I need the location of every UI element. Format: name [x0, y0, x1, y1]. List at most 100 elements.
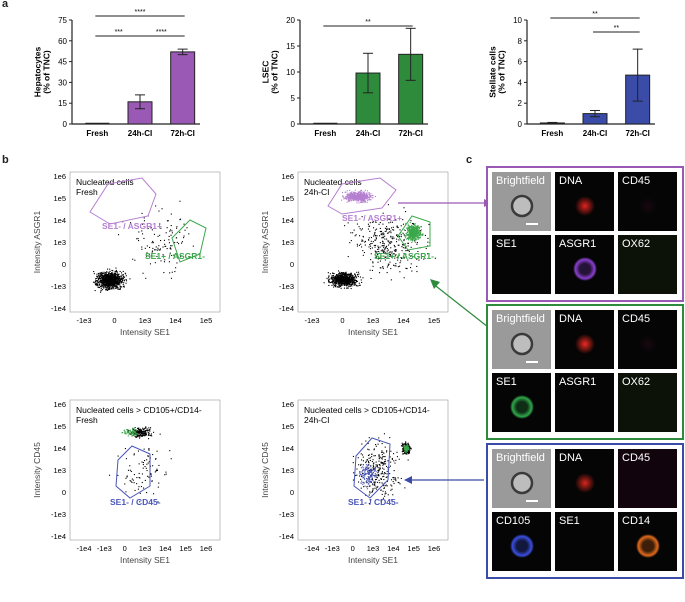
image-tile: Brightfield [492, 310, 551, 369]
image-tile: OX62 [618, 373, 677, 432]
scatter-point [350, 192, 352, 194]
y-tick-label: 1e3 [281, 238, 294, 247]
scatter-point [100, 274, 102, 276]
scatter-point [120, 280, 122, 282]
scatter-point [386, 480, 388, 482]
x-tick-label: -1e4 [76, 544, 91, 553]
scatter-point [361, 475, 363, 477]
scatter-point [133, 428, 135, 430]
scatter-point [365, 467, 367, 469]
scatter-point [363, 478, 365, 480]
scatter-point [346, 190, 348, 192]
scatter-point [350, 273, 352, 275]
image-tile-label: Brightfield [496, 313, 545, 325]
scatter-point [356, 277, 358, 279]
scatter-point [357, 457, 359, 459]
scatter-point [349, 195, 351, 197]
scatter-point [164, 245, 166, 247]
scatter-point [350, 276, 352, 278]
scatter-point [374, 250, 376, 252]
scatter-point [363, 471, 365, 473]
scatter-point [361, 246, 363, 248]
scatter-point [407, 245, 409, 247]
scatter-point [374, 246, 376, 248]
scatter-point [180, 255, 182, 257]
scatter-point [359, 198, 361, 200]
scatter-point [412, 230, 414, 232]
scatter-point [346, 280, 348, 282]
scatter-point [410, 263, 412, 265]
scatter-point [409, 450, 411, 452]
scatter-point [343, 273, 345, 275]
image-tile: Brightfield [492, 449, 551, 508]
scatter-point [378, 456, 380, 458]
scatter-point [350, 278, 352, 280]
scatter-point [111, 279, 113, 281]
scatter-point [170, 225, 172, 227]
scatter-point [349, 273, 351, 275]
scatter-point [379, 235, 381, 237]
scatter-point [385, 484, 387, 486]
cell-stain-icon [510, 395, 534, 419]
scatter-point [405, 442, 407, 444]
scatter-point [417, 229, 419, 231]
scatter-point [111, 278, 113, 280]
scatter-point [360, 463, 362, 465]
scatter-point [170, 213, 172, 215]
scatter-point [346, 276, 348, 278]
scatter-point [375, 256, 377, 258]
scatter-point [403, 443, 405, 445]
plot-title: Nucleated cells > CD105+/CD14-24h-CI [304, 405, 430, 425]
scatter-point [376, 475, 378, 477]
scatter-point [404, 487, 406, 489]
scatter-point [119, 285, 121, 287]
scatter-point [143, 487, 145, 489]
scatter-point [332, 280, 334, 282]
scatter-point [388, 231, 390, 233]
scatter-point [383, 246, 385, 248]
y-tick-label: -1e4 [279, 532, 294, 541]
scatter-point [343, 283, 345, 285]
scatter-point [344, 278, 346, 280]
x-tick-label: 1e4 [159, 544, 172, 553]
scatter-point [406, 445, 408, 447]
scatter-point [411, 235, 413, 237]
scatter-point [351, 279, 353, 281]
scatter-point [383, 473, 385, 475]
scatter-point [137, 238, 139, 240]
scatter-point [135, 430, 137, 432]
scatter-point [171, 245, 173, 247]
scatter-point [368, 437, 370, 439]
scatter-point [158, 249, 160, 251]
scatter-point [412, 226, 414, 228]
scatter-point [162, 246, 164, 248]
scatter-point [362, 460, 364, 462]
scatter-point [141, 230, 143, 232]
scatter-point [396, 451, 398, 453]
scatter-point [108, 273, 110, 275]
scatter-point [400, 236, 402, 238]
scatter-point [142, 427, 144, 429]
scatter-point [374, 231, 376, 233]
scatter-point [377, 245, 379, 247]
scatter-point [376, 235, 378, 237]
scatter-point [373, 227, 375, 229]
scatter-point [412, 226, 414, 228]
scatter-point [363, 482, 365, 484]
scatter-point [350, 284, 352, 286]
scatter-point [152, 247, 154, 249]
scatter-point [413, 231, 415, 233]
y-axis-label: Intensity ASGR1 [260, 211, 270, 274]
scatter-point [344, 197, 346, 199]
scatter-point [407, 446, 409, 448]
scatter-point [114, 284, 116, 286]
scatter-point [414, 235, 416, 237]
scatter-point [361, 228, 363, 230]
scatter-point [410, 236, 412, 238]
scatter-point [390, 268, 392, 270]
scatter-point [360, 192, 362, 194]
scatter-point [354, 199, 356, 201]
scatter-point [342, 195, 344, 197]
scatter-point [369, 199, 371, 201]
scatter-point [409, 222, 411, 224]
